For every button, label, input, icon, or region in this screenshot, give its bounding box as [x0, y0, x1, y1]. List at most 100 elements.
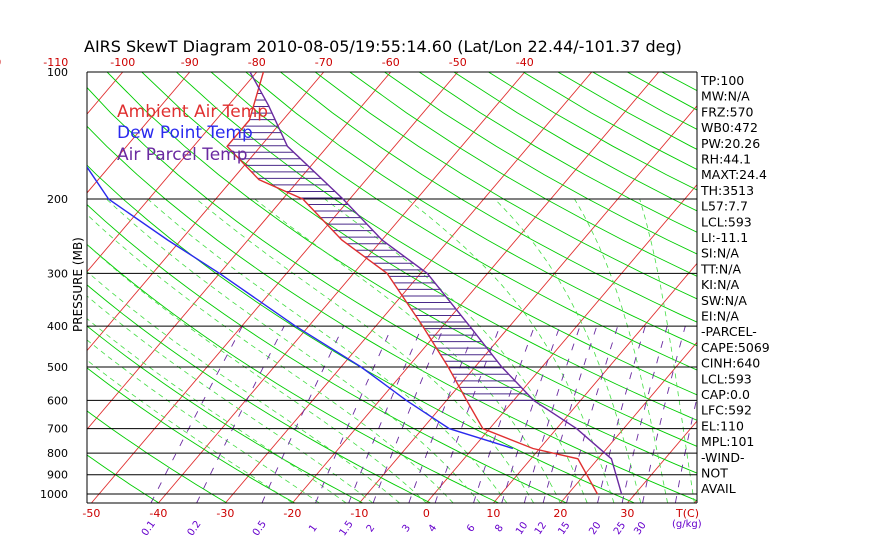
pressure-tick-label: 900	[47, 469, 68, 482]
dry-adiabat-line	[453, 72, 697, 212]
top-temp-tick-label: -50	[449, 56, 467, 69]
index-item: EI:N/A	[701, 309, 739, 324]
mixing-ratio-line	[150, 325, 243, 503]
index-item: KI:N/A	[701, 277, 740, 292]
chart-title: AIRS SkewT Diagram 2010-08-05/19:55:14.6…	[84, 37, 682, 56]
bottom-temp-tick-label: 0	[423, 507, 430, 520]
legend-ambient-temp: Ambient Air Temp	[117, 102, 268, 122]
legend: Ambient Air Temp Dew Point Temp Air Parc…	[117, 102, 268, 165]
series-layer	[87, 72, 623, 495]
bottom-temp-tick-label: -20	[283, 507, 301, 520]
pressure-tick-label: 1000	[40, 488, 68, 501]
index-item: TH:3513	[700, 183, 754, 198]
index-item: CAPE:5069	[701, 340, 770, 355]
isotherm-line	[87, 72, 191, 194]
index-item: MAXT:24.4	[701, 167, 767, 182]
mixing-ratio-line	[674, 395, 697, 503]
dry-adiabat-line	[176, 72, 697, 396]
bottom-temp-tick-label: 10	[486, 507, 500, 520]
mixing-ratio-tick-label: 1.5	[338, 519, 356, 538]
series-line-ambient-temp	[226, 72, 599, 495]
moist-adiabat-line	[87, 295, 374, 503]
index-item: WB0:472	[701, 120, 758, 135]
index-item: AVAIL	[701, 481, 736, 496]
mixing-ratio-line	[542, 325, 598, 503]
mixing-ratio-line	[434, 325, 501, 503]
moist-adiabat-line	[324, 198, 588, 503]
index-item: MW:N/A	[701, 89, 750, 104]
index-list: TP:100MW:N/AFRZ:570WB0:472PW:20.26RH:44.…	[700, 73, 770, 496]
isotherm-line	[359, 105, 697, 503]
mixing-ratio-tick-label: 8	[493, 523, 506, 535]
mixing-ratio-line	[621, 325, 668, 503]
isotherm-line	[0, 72, 56, 503]
moist-adiabat-line	[147, 198, 508, 503]
index-item: TP:100	[700, 73, 744, 88]
index-item: SW:N/A	[701, 293, 747, 308]
index-item: LFC:592	[701, 403, 752, 418]
mixing-ratio-line	[523, 325, 581, 503]
dry-adiabat-line	[418, 72, 697, 233]
mixing-ratio-line	[348, 325, 423, 503]
pressure-tick-label: 500	[47, 361, 68, 374]
series-line-air-parcel	[249, 72, 623, 495]
mixing-ratio-tick-label: 30	[632, 520, 648, 537]
mixing-ratio-line	[315, 325, 393, 503]
index-item: RH:44.1	[701, 152, 751, 167]
bottom-temp-tick-label: -10	[350, 507, 368, 520]
moist-adiabat-line	[87, 339, 320, 503]
isotherm-line	[627, 420, 697, 503]
top-temp-tick-label: -120	[0, 56, 1, 69]
mixing-ratio-tick-label: 1	[307, 523, 320, 535]
isotherm-line	[87, 72, 258, 273]
dry-adiabat-line	[87, 325, 364, 503]
bottom-temp-tick-label: -40	[149, 507, 167, 520]
bottom-temp-tick-label: 20	[553, 507, 567, 520]
mixing-ratio-tick-label: 15	[556, 520, 572, 537]
dry-adiabat-line	[210, 72, 697, 371]
bottom-temp-tick-label: 30	[620, 507, 634, 520]
mixing-ratio-tick-label: 0.2	[186, 519, 204, 538]
dry-adiabat-line	[87, 164, 635, 503]
x-axis-unit-label: T(C)	[675, 507, 699, 520]
index-item: MPL:101	[701, 434, 754, 449]
dry-adiabat-line	[87, 204, 567, 503]
index-item: PW:20.26	[701, 136, 760, 151]
bottom-temp-tick-label: -30	[216, 507, 234, 520]
dry-adiabat-line	[87, 284, 431, 503]
index-item: L57:7.7	[701, 199, 748, 214]
isotherm-line	[292, 72, 660, 503]
mixing-ratio-line	[597, 325, 646, 503]
top-temp-tick-label: -110	[43, 56, 68, 69]
mixing-ratio-tick-label: 25	[612, 520, 628, 537]
dry-adiabat-line	[245, 72, 697, 347]
mixing-ratio-tick-label: 0.5	[251, 519, 269, 538]
isotherm-line	[87, 72, 392, 431]
mixing-ratio-tick-label: 4	[427, 523, 440, 535]
top-temp-tick-label: -100	[110, 56, 135, 69]
isobar-layer	[86, 71, 698, 504]
index-item: FRZ:570	[701, 104, 754, 119]
index-item: SI:N/A	[701, 246, 739, 261]
mixing-ratio-tick-label: 6	[465, 523, 478, 535]
grid-layer	[0, 72, 697, 503]
dry-adiabat-line	[384, 72, 697, 255]
dry-adiabat-line	[87, 367, 296, 503]
series-line-dew-point	[87, 165, 514, 450]
isotherm-line	[87, 72, 124, 115]
pressure-tick-label: 800	[47, 447, 68, 460]
legend-dew-point: Dew Point Temp	[117, 123, 253, 143]
isotherm-line	[225, 72, 593, 503]
mixing-ratio-line	[372, 325, 445, 503]
dry-adiabat-line	[280, 72, 697, 323]
mixing-ratio-tick-label: 20	[587, 520, 603, 537]
top-temp-tick-label: -80	[248, 56, 266, 69]
mixing-ratio-tick-label: 3	[400, 523, 413, 535]
moist-adiabat-line	[106, 198, 481, 503]
mixing-ratio-tick-label: 10	[514, 520, 530, 537]
pressure-tick-label: 400	[47, 320, 68, 333]
pressure-tick-label: 200	[47, 193, 68, 206]
isotherm-line	[87, 72, 325, 352]
dry-adiabat-line	[87, 410, 228, 503]
